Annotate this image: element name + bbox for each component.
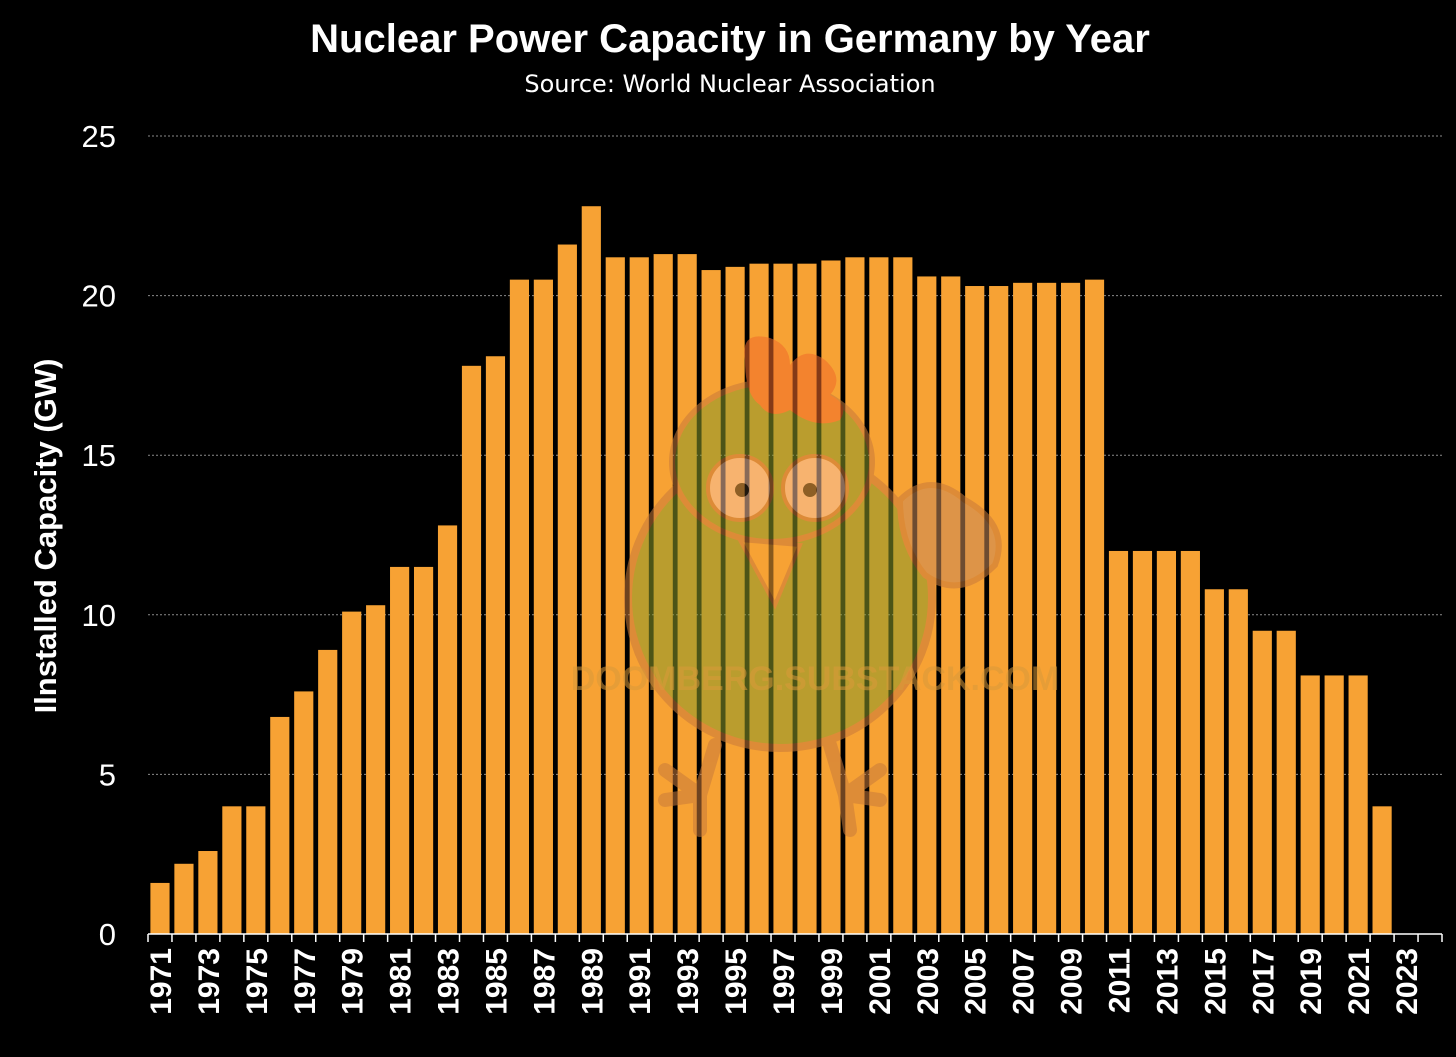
bar-2007 <box>1013 282 1033 935</box>
bar-2004 <box>941 276 961 934</box>
bar-1972 <box>174 863 194 934</box>
bar-1975 <box>246 806 266 934</box>
bar-2016 <box>1228 589 1248 934</box>
bar-1971 <box>150 882 170 934</box>
bar-2006 <box>989 286 1009 934</box>
y-tick-label: 0 <box>99 917 116 952</box>
bar-1990 <box>605 257 625 934</box>
x-tick-label: 2023 <box>1391 948 1424 1015</box>
bar-2005 <box>965 286 985 934</box>
bar-1973 <box>198 851 218 934</box>
x-tick-label: 1999 <box>816 948 849 1015</box>
bar-1989 <box>581 206 601 935</box>
y-tick-label: 20 <box>82 279 116 314</box>
x-tick-labels: 1971 1973 1975 1977 1979 1981 1983 1985 1987 1989… <box>145 948 1424 1015</box>
watermark-text: DOOMBERG.SUBSTACK.COM <box>571 660 1060 698</box>
bar-1987 <box>533 279 553 934</box>
x-tick-label: 1973 <box>193 948 226 1015</box>
x-tick-label: 1975 <box>241 948 274 1015</box>
bar-2012 <box>1132 550 1153 934</box>
bar-2011 <box>1108 550 1129 934</box>
x-tick-label: 2021 <box>1343 948 1376 1015</box>
bar-1985 <box>485 356 506 934</box>
bar-1986 <box>509 279 530 934</box>
x-tick-label: 2017 <box>1247 948 1280 1015</box>
x-tick-label: 1971 <box>145 948 178 1015</box>
x-tick-label: 2001 <box>864 948 897 1015</box>
y-axis-label: Ilnstalled Capacity (GW) <box>28 359 63 714</box>
bar-2009 <box>1060 282 1081 935</box>
x-tick-label: 1983 <box>433 948 466 1015</box>
x-tick-label: 2015 <box>1199 948 1232 1015</box>
x-tick-label: 1989 <box>576 948 609 1015</box>
bar-1984 <box>461 365 482 934</box>
x-tick-label: 2013 <box>1151 948 1184 1015</box>
y-tick-label: 15 <box>82 438 116 473</box>
bar-2019 <box>1300 675 1320 934</box>
bar-1980 <box>366 605 386 934</box>
bar-1976 <box>270 716 290 934</box>
bar-1974 <box>222 806 242 934</box>
x-tick-label: 1981 <box>385 948 418 1015</box>
x-tick-label: 1995 <box>720 948 753 1015</box>
bar-1983 <box>437 525 458 934</box>
bar-1977 <box>294 691 314 934</box>
bar-2014 <box>1180 550 1200 934</box>
chart-subtitle: Source: World Nuclear Association <box>524 70 935 98</box>
bar-2013 <box>1156 550 1177 934</box>
bar-2022 <box>1372 806 1392 934</box>
bar-2017 <box>1252 630 1272 934</box>
x-tick-label: 1993 <box>672 948 705 1015</box>
bar-2008 <box>1037 282 1057 935</box>
x-tick-label: 2009 <box>1056 948 1089 1015</box>
x-axis <box>147 933 1443 942</box>
chicken-mascot-icon <box>624 336 1002 837</box>
x-tick-label: 1985 <box>480 948 513 1015</box>
bar-2021 <box>1348 675 1368 934</box>
x-tick-label: 1991 <box>624 948 657 1015</box>
bar-1981 <box>390 566 410 934</box>
y-tick-label: 5 <box>99 757 116 792</box>
bar-2018 <box>1276 630 1296 934</box>
bar-1982 <box>413 566 434 934</box>
x-tick-label: 2011 <box>1104 948 1137 1013</box>
x-tick-label: 1997 <box>768 948 801 1015</box>
x-tick-label: 2003 <box>912 948 945 1015</box>
bar-1979 <box>342 611 362 934</box>
x-tick-label: 2005 <box>960 948 993 1015</box>
x-tick-label: 1977 <box>289 948 322 1015</box>
bar-1978 <box>318 649 338 934</box>
bar-2010 <box>1084 279 1105 934</box>
x-tick-label: 1987 <box>528 948 561 1015</box>
x-tick-label: 2019 <box>1295 948 1328 1015</box>
bar-2020 <box>1324 675 1344 934</box>
chart-title: Nuclear Power Capacity in Germany by Yea… <box>310 17 1150 61</box>
bar-2015 <box>1204 589 1224 934</box>
bar-1988 <box>557 244 577 934</box>
y-tick-labels: 0 5 10 15 20 25 <box>82 119 116 952</box>
x-tick-label: 2007 <box>1008 948 1041 1015</box>
y-tick-label: 10 <box>82 598 116 633</box>
y-tick-label: 25 <box>82 119 116 154</box>
x-tick-label: 1979 <box>337 948 370 1015</box>
